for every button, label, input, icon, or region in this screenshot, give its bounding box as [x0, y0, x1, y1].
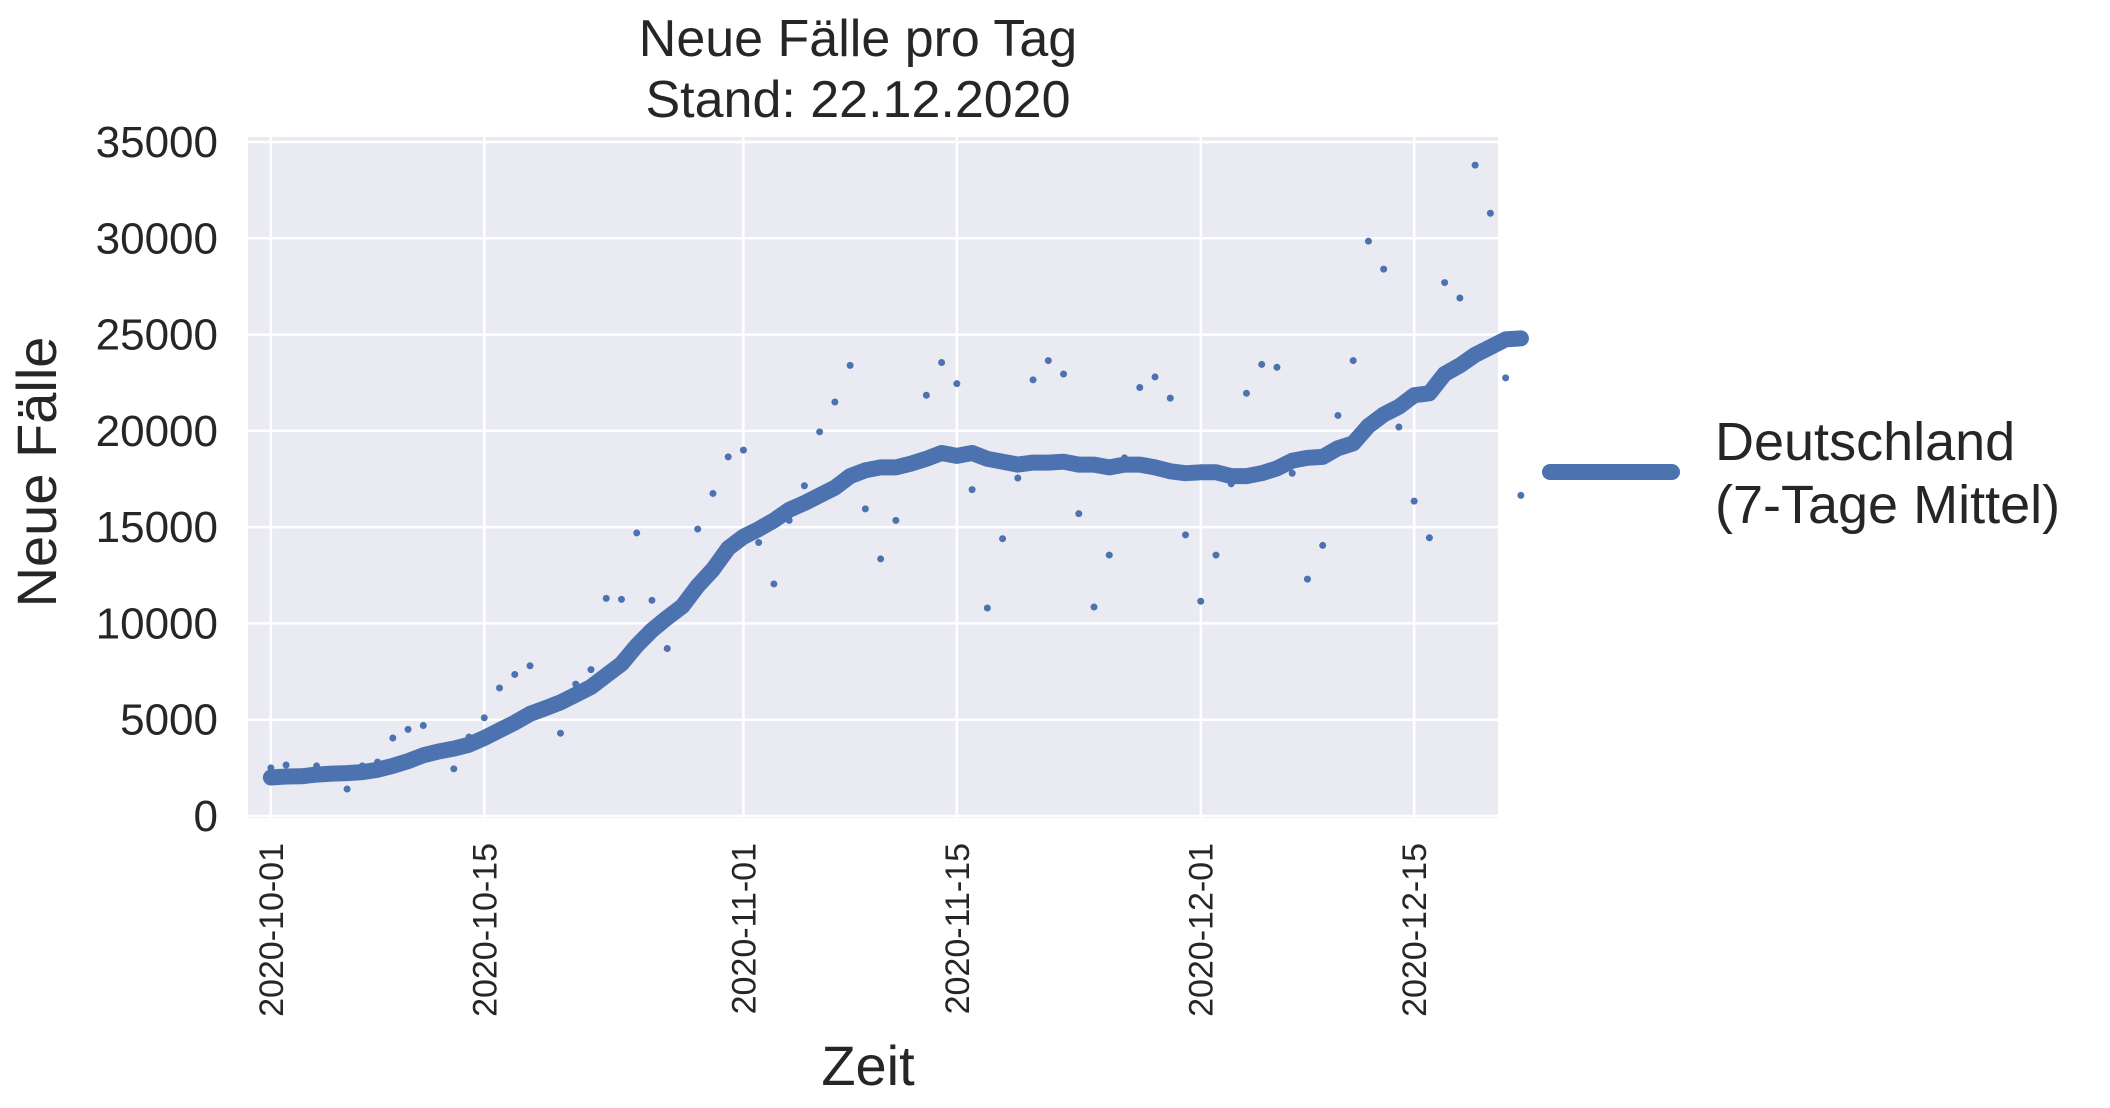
daily-case-point	[480, 714, 488, 722]
daily-case-point	[831, 398, 839, 406]
daily-case-point	[968, 486, 976, 494]
daily-case-point	[1029, 376, 1037, 384]
y-tick-label: 5000	[120, 696, 218, 745]
x-tick-labels: 2020-10-01 2020-10-15 2020-11-01 2020-11-15…	[253, 843, 1434, 1017]
daily-case-point	[800, 482, 808, 490]
daily-case-point	[1090, 603, 1098, 611]
daily-case-point	[1197, 597, 1205, 605]
daily-case-point	[587, 666, 595, 674]
legend-label-line1: Deutschland	[1715, 412, 2015, 472]
horizontal-gridlines	[248, 140, 1498, 818]
daily-case-point	[1151, 373, 1159, 381]
daily-case-point	[938, 358, 946, 366]
daily-case-point	[1502, 374, 1510, 382]
daily-case-point	[922, 391, 930, 399]
daily-case-point	[1349, 357, 1357, 365]
daily-case-point	[1182, 531, 1189, 539]
daily-case-point	[1319, 541, 1327, 549]
y-tick-label: 15000	[96, 503, 218, 552]
daily-case-point	[1471, 161, 1479, 169]
daily-case-point	[755, 539, 763, 547]
daily-cases-points	[267, 161, 1525, 793]
daily-case-point	[1456, 294, 1464, 302]
daily-case-point	[1364, 237, 1372, 245]
daily-case-point	[770, 580, 778, 588]
daily-case-point	[1425, 534, 1433, 542]
daily-case-point	[526, 662, 534, 670]
daily-case-point	[404, 725, 412, 733]
daily-case-point	[1395, 423, 1403, 431]
daily-case-point	[1044, 357, 1052, 365]
daily-case-point	[1014, 474, 1022, 482]
y-tick-label: 25000	[96, 311, 218, 360]
daily-case-point	[999, 535, 1007, 543]
daily-case-point	[602, 594, 610, 602]
daily-case-point	[861, 505, 869, 513]
daily-case-point	[1441, 279, 1449, 287]
y-axis-title: Neue Fälle	[5, 337, 68, 608]
daily-case-point	[343, 785, 351, 793]
daily-case-point	[648, 596, 656, 604]
y-tick-label: 35000	[96, 118, 218, 167]
daily-case-point	[694, 525, 702, 533]
y-tick-label: 20000	[96, 407, 218, 456]
x-tick-label: 2020-12-01	[1183, 843, 1221, 1017]
daily-case-point	[1258, 360, 1266, 368]
y-tick-label: 10000	[96, 599, 218, 648]
daily-case-point	[1486, 209, 1494, 217]
daily-case-point	[1273, 363, 1281, 371]
daily-case-point	[1380, 265, 1388, 273]
x-tick-label: 2020-12-15	[1396, 843, 1434, 1017]
daily-case-point	[709, 489, 717, 497]
daily-case-point	[419, 721, 427, 729]
y-tick-label: 0	[194, 792, 218, 841]
daily-case-point	[983, 604, 991, 612]
daily-case-point	[1060, 370, 1068, 378]
daily-case-point	[633, 529, 641, 537]
daily-case-point	[557, 729, 564, 737]
daily-case-point	[846, 361, 854, 369]
daily-case-point	[724, 453, 732, 461]
daily-case-point	[511, 670, 519, 678]
daily-case-point	[282, 761, 290, 769]
daily-case-point	[1075, 510, 1083, 518]
daily-case-point	[1288, 469, 1296, 477]
vertical-gridlines	[269, 137, 1416, 818]
daily-case-point	[389, 734, 397, 742]
plot-area	[248, 137, 1498, 818]
daily-case-point	[739, 446, 747, 454]
x-tick-label: 2020-11-15	[939, 843, 977, 1014]
x-tick-label: 2020-11-01	[725, 843, 763, 1014]
daily-case-point	[617, 595, 625, 603]
daily-case-point	[1166, 394, 1174, 402]
daily-case-point	[1334, 411, 1342, 419]
seven-day-average-line	[262, 330, 1529, 786]
daily-case-point	[1303, 575, 1311, 583]
y-tick-label: 30000	[96, 214, 218, 263]
legend-label-line2: (7-Tage Mittel)	[1715, 475, 2060, 535]
x-tick-label: 2020-10-15	[466, 843, 504, 1017]
daily-case-point	[816, 428, 824, 436]
x-axis-title: Zeit	[821, 1034, 915, 1097]
x-tick-label: 2020-10-01	[253, 843, 291, 1017]
y-tick-labels: 0 5000 10000 15000 20000 25000 30000 35000	[96, 118, 218, 841]
daily-case-point	[892, 516, 900, 524]
daily-case-point	[953, 380, 961, 388]
daily-case-point	[1105, 551, 1113, 559]
daily-case-point	[1242, 389, 1250, 397]
daily-case-point	[450, 765, 458, 773]
daily-case-point	[1517, 491, 1525, 499]
daily-case-point	[496, 684, 504, 692]
chart-title-line2: Stand: 22.12.2020	[645, 71, 1070, 129]
daily-case-point	[877, 555, 885, 563]
daily-case-point	[1212, 551, 1220, 559]
chart-title-line1: Neue Fälle pro Tag	[639, 10, 1077, 68]
daily-case-point	[663, 644, 671, 652]
daily-case-point	[1410, 497, 1418, 505]
daily-case-point	[1136, 384, 1144, 392]
